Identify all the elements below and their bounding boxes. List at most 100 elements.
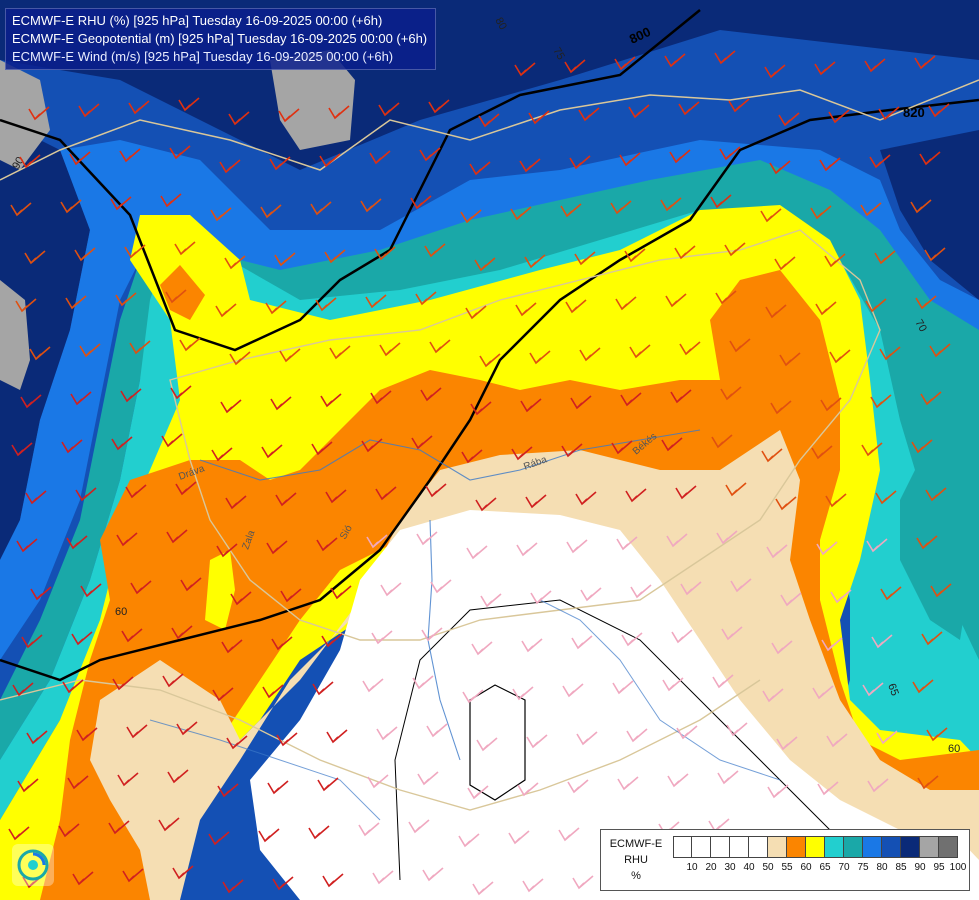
wind-barb — [122, 868, 144, 883]
wind-barb — [725, 482, 747, 497]
wind-barb — [474, 257, 496, 272]
wind-barb — [79, 343, 101, 358]
wind-barb — [526, 734, 548, 749]
wind-barb — [112, 676, 134, 691]
wind-barb — [430, 579, 452, 594]
wind-barb — [508, 830, 530, 845]
wind-barb — [812, 685, 834, 700]
wind-barb — [680, 581, 702, 596]
wind-barb — [929, 343, 951, 358]
legend-swatch — [749, 836, 768, 858]
wind-barb — [626, 728, 648, 743]
wind-barb — [329, 345, 351, 360]
rhu-zone-95-nw — [0, 60, 50, 170]
wind-barb — [119, 148, 141, 163]
wind-barb — [317, 777, 339, 792]
wind-barb — [215, 303, 237, 318]
wind-barb — [410, 195, 432, 210]
wind-barb — [522, 878, 544, 893]
legend-swatch — [920, 836, 939, 858]
wind-barb — [719, 146, 741, 161]
wind-barb — [330, 585, 352, 600]
wind-barb — [208, 831, 230, 846]
wind-barb — [361, 438, 383, 453]
wind-barb — [21, 634, 43, 649]
wind-barb — [470, 401, 492, 416]
header-rhu-title: ECMWF-E RHU (%) [925 hPa] Tuesday 16-09-… — [12, 13, 383, 28]
wind-barb — [817, 781, 839, 796]
wind-barb — [525, 494, 547, 509]
wind-barb — [779, 352, 801, 367]
wind-barb — [461, 449, 483, 464]
wind-barb — [411, 435, 433, 450]
wind-barb — [465, 305, 487, 320]
wind-barb — [425, 483, 447, 498]
wind-barb — [864, 58, 886, 73]
legend-tick-label: 50 — [762, 862, 774, 873]
wind-barb — [130, 580, 152, 595]
wind-barb — [761, 448, 783, 463]
wind-barb — [674, 245, 696, 260]
wind-barb — [480, 593, 502, 608]
wind-barb — [880, 586, 902, 601]
wind-barb — [374, 246, 396, 261]
wind-barb — [667, 773, 689, 788]
wind-barb — [326, 729, 348, 744]
wind-barb — [566, 539, 588, 554]
wind-barb — [628, 104, 650, 119]
wind-barb — [467, 785, 489, 800]
wind-barb — [826, 733, 848, 748]
legend-swatch — [844, 836, 863, 858]
wind-barb — [860, 202, 882, 217]
wind-barb — [221, 639, 243, 654]
wind-barb — [621, 632, 643, 647]
wind-barb — [412, 675, 434, 690]
wind-barb — [661, 437, 683, 452]
wind-barb — [920, 391, 942, 406]
wind-barb — [416, 531, 438, 546]
wind-barb — [924, 247, 946, 262]
wind-barb — [869, 154, 891, 169]
wind-barb — [210, 207, 232, 222]
wind-barb — [325, 489, 347, 504]
wind-barb — [521, 638, 543, 653]
wind-barb — [476, 737, 498, 752]
map-header: ECMWF-E RHU (%) [925 hPa] Tuesday 16-09-… — [5, 8, 437, 70]
wind-barb — [367, 774, 389, 789]
wind-barb — [280, 588, 302, 603]
wind-barb — [421, 627, 443, 642]
wind-barb — [15, 298, 37, 313]
wind-barb — [365, 294, 387, 309]
wind-barb — [774, 256, 796, 271]
wind-barb — [821, 637, 843, 652]
wind-barb — [879, 346, 901, 361]
legend-swatch — [711, 836, 730, 858]
wind-barb — [629, 344, 651, 359]
wind-barb — [511, 446, 533, 461]
wind-barb — [166, 529, 188, 544]
wind-barb — [179, 337, 201, 352]
legend-title: ECMWF-E RHU % — [603, 836, 669, 884]
wind-barb — [224, 255, 246, 270]
wind-barb — [730, 578, 752, 593]
wind-barb — [212, 687, 234, 702]
wind-barb — [574, 251, 596, 266]
wind-barb — [66, 535, 88, 550]
wind-barb — [767, 784, 789, 799]
geopotential-thin-line — [394, 599, 861, 881]
wind-barb — [310, 201, 332, 216]
wind-barb — [375, 486, 397, 501]
wind-barb — [571, 635, 593, 650]
wind-barb — [529, 350, 551, 365]
wind-barb — [422, 867, 444, 882]
wind-barb — [358, 822, 380, 837]
wind-barb — [28, 106, 50, 121]
wind-barb — [764, 64, 786, 79]
legend-swatch — [787, 836, 806, 858]
wind-barb — [58, 823, 80, 838]
wind-barb — [328, 105, 350, 120]
wind-barb — [260, 204, 282, 219]
wind-barb — [615, 296, 637, 311]
wind-barb — [258, 828, 280, 843]
wind-barb — [278, 108, 300, 123]
